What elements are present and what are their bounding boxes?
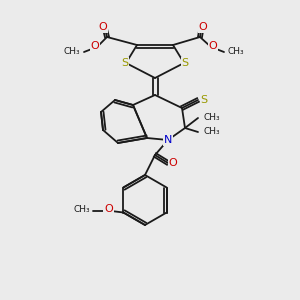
Text: O: O xyxy=(199,22,207,32)
Text: CH₃: CH₃ xyxy=(204,112,220,122)
Text: CH₃: CH₃ xyxy=(74,205,90,214)
Text: O: O xyxy=(169,158,177,168)
Text: O: O xyxy=(91,41,99,51)
Text: O: O xyxy=(99,22,107,32)
Text: S: S xyxy=(182,58,189,68)
Text: N: N xyxy=(164,135,172,145)
Text: S: S xyxy=(200,95,208,105)
Text: O: O xyxy=(208,41,217,51)
Text: CH₃: CH₃ xyxy=(63,46,80,56)
Text: CH₃: CH₃ xyxy=(204,127,220,136)
Text: CH₃: CH₃ xyxy=(228,46,244,56)
Text: S: S xyxy=(122,58,129,68)
Text: O: O xyxy=(104,203,113,214)
